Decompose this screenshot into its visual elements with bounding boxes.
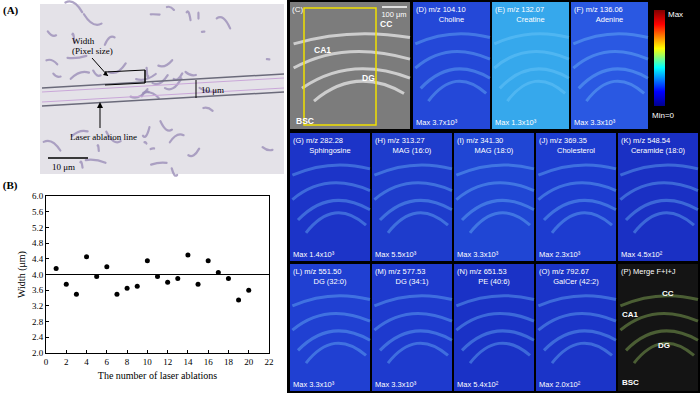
svg-text:Max 1.4x10³: Max 1.4x10³ bbox=[293, 250, 335, 259]
svg-text:(J) m/z 369.35: (J) m/z 369.35 bbox=[539, 136, 587, 145]
svg-text:(F) m/z 136.06: (F) m/z 136.06 bbox=[574, 5, 623, 14]
svg-text:18: 18 bbox=[224, 357, 234, 367]
svg-text:Max 5.5x10³: Max 5.5x10³ bbox=[375, 250, 417, 259]
svg-text:Max 4.5x10²: Max 4.5x10² bbox=[621, 250, 663, 259]
svg-text:BSC: BSC bbox=[622, 378, 639, 387]
svg-text:12: 12 bbox=[163, 357, 172, 367]
svg-text:16: 16 bbox=[204, 357, 214, 367]
svg-text:DG: DG bbox=[362, 73, 375, 83]
svg-text:MAG (18:0): MAG (18:0) bbox=[475, 146, 514, 155]
svg-text:0: 0 bbox=[44, 357, 49, 367]
svg-text:PE (40:6): PE (40:6) bbox=[478, 277, 510, 286]
svg-text:8: 8 bbox=[125, 357, 130, 367]
svg-text:10 μm: 10 μm bbox=[201, 85, 224, 95]
svg-text:2.8: 2.8 bbox=[32, 317, 44, 327]
svg-text:(O) m/z 792.67: (O) m/z 792.67 bbox=[539, 267, 589, 276]
svg-text:Choline: Choline bbox=[439, 15, 464, 24]
svg-text:Max 1.3x10³: Max 1.3x10³ bbox=[495, 118, 537, 127]
svg-text:CC: CC bbox=[662, 289, 674, 298]
svg-text:4.4: 4.4 bbox=[32, 254, 44, 264]
svg-text:(P) Merge F+I+J: (P) Merge F+I+J bbox=[621, 267, 676, 276]
svg-text:(K) m/z 548.54: (K) m/z 548.54 bbox=[621, 136, 670, 145]
svg-text:22: 22 bbox=[265, 357, 274, 367]
svg-text:6.0: 6.0 bbox=[32, 191, 44, 201]
svg-text:Max 2.3x10³: Max 2.3x10³ bbox=[539, 250, 581, 259]
svg-text:(C): (C) bbox=[292, 5, 303, 14]
svg-text:14: 14 bbox=[183, 357, 193, 367]
svg-text:2: 2 bbox=[64, 357, 69, 367]
svg-text:(M) m/z 577.53: (M) m/z 577.53 bbox=[375, 267, 425, 276]
svg-text:Max 3.3x10³: Max 3.3x10³ bbox=[457, 250, 499, 259]
svg-text:4.0: 4.0 bbox=[32, 270, 44, 280]
svg-text:Cholesterol: Cholesterol bbox=[557, 146, 595, 155]
svg-text:(H) m/z 313.27: (H) m/z 313.27 bbox=[375, 136, 425, 145]
svg-text:10: 10 bbox=[143, 357, 153, 367]
svg-text:2.0: 2.0 bbox=[32, 348, 44, 358]
svg-text:Max 3.3x10³: Max 3.3x10³ bbox=[293, 380, 335, 389]
svg-text:(N) m/z 651.53: (N) m/z 651.53 bbox=[457, 267, 507, 276]
svg-text:Min=0: Min=0 bbox=[652, 111, 675, 120]
svg-text:Ceramide (18:0): Ceramide (18:0) bbox=[631, 146, 686, 155]
svg-text:4.8: 4.8 bbox=[32, 238, 44, 248]
svg-text:(E) m/z 132.07: (E) m/z 132.07 bbox=[495, 5, 544, 14]
svg-text:(B): (B) bbox=[3, 179, 18, 192]
svg-text:Max 2.0x10²: Max 2.0x10² bbox=[539, 380, 581, 389]
svg-text:6: 6 bbox=[105, 357, 110, 367]
svg-text:3.2: 3.2 bbox=[32, 301, 43, 311]
svg-text:Max 3.3x10³: Max 3.3x10³ bbox=[574, 118, 616, 127]
svg-text:DG: DG bbox=[658, 341, 670, 350]
svg-text:2.4: 2.4 bbox=[32, 332, 44, 342]
svg-text:20: 20 bbox=[244, 357, 254, 367]
svg-text:4: 4 bbox=[84, 357, 89, 367]
svg-text:(Pixel size): (Pixel size) bbox=[72, 46, 113, 56]
svg-text:Sphingosine: Sphingosine bbox=[309, 146, 350, 155]
svg-text:BSC: BSC bbox=[296, 116, 314, 126]
svg-text:(L) m/z 551.50: (L) m/z 551.50 bbox=[293, 267, 341, 276]
svg-text:10 μm: 10 μm bbox=[52, 162, 75, 172]
svg-text:(D) m/z 104.10: (D) m/z 104.10 bbox=[416, 5, 466, 14]
svg-text:The number of laser ablations: The number of laser ablations bbox=[98, 370, 218, 381]
svg-text:100 μm: 100 μm bbox=[381, 10, 406, 19]
svg-text:DG (32:0): DG (32:0) bbox=[314, 277, 347, 286]
svg-text:GalCer (42:2): GalCer (42:2) bbox=[553, 277, 599, 286]
svg-text:Max 5.4x10²: Max 5.4x10² bbox=[457, 380, 499, 389]
svg-text:(I) m/z 341.30: (I) m/z 341.30 bbox=[457, 136, 503, 145]
svg-text:CA1: CA1 bbox=[622, 310, 639, 319]
svg-text:Max: Max bbox=[668, 10, 683, 19]
svg-text:Max 3.7x10³: Max 3.7x10³ bbox=[416, 118, 458, 127]
svg-text:Width (μm): Width (μm) bbox=[16, 251, 28, 298]
svg-text:3.6: 3.6 bbox=[32, 285, 44, 295]
svg-text:CC: CC bbox=[380, 19, 392, 29]
svg-text:5.2: 5.2 bbox=[32, 223, 43, 233]
svg-text:Creatine: Creatine bbox=[516, 15, 544, 24]
svg-text:Width: Width bbox=[72, 36, 95, 46]
svg-text:(A): (A) bbox=[3, 4, 19, 17]
svg-text:5.6: 5.6 bbox=[32, 207, 44, 217]
svg-text:(G) m/z 282.28: (G) m/z 282.28 bbox=[293, 136, 343, 145]
svg-text:CA1: CA1 bbox=[314, 45, 331, 55]
svg-text:MAG (16:0): MAG (16:0) bbox=[393, 146, 432, 155]
svg-text:Max 3.3x10³: Max 3.3x10³ bbox=[375, 380, 417, 389]
svg-text:Adenine: Adenine bbox=[596, 15, 624, 24]
svg-text:Laser ablation line: Laser ablation line bbox=[70, 132, 137, 142]
svg-text:DG (34:1): DG (34:1) bbox=[396, 277, 429, 286]
